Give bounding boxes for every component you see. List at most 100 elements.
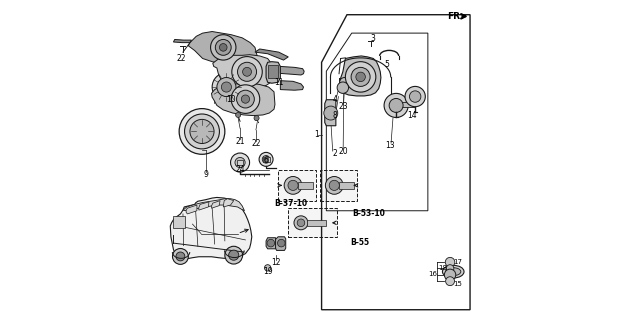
Polygon shape — [266, 238, 276, 249]
Bar — [173, 215, 186, 228]
Polygon shape — [183, 199, 244, 211]
Polygon shape — [170, 197, 252, 259]
Bar — [264, 158, 268, 161]
Bar — [263, 157, 270, 162]
Bar — [307, 220, 326, 226]
Circle shape — [230, 153, 250, 172]
Circle shape — [410, 91, 421, 102]
Circle shape — [241, 95, 250, 103]
Text: 3: 3 — [371, 34, 376, 43]
Circle shape — [235, 157, 245, 168]
Text: 22: 22 — [251, 139, 260, 148]
Bar — [402, 102, 415, 107]
Circle shape — [217, 77, 236, 97]
Circle shape — [228, 250, 239, 260]
Polygon shape — [188, 32, 258, 67]
Circle shape — [278, 239, 285, 247]
Circle shape — [288, 180, 298, 190]
Text: 19: 19 — [263, 267, 273, 276]
Text: 9: 9 — [204, 170, 208, 179]
Text: 12: 12 — [271, 258, 280, 267]
Circle shape — [220, 44, 227, 51]
Circle shape — [176, 252, 185, 261]
Text: 17: 17 — [454, 259, 463, 265]
Polygon shape — [173, 39, 191, 43]
Circle shape — [294, 216, 308, 230]
Circle shape — [190, 119, 214, 143]
Circle shape — [297, 219, 305, 227]
Text: 5: 5 — [384, 60, 389, 69]
Circle shape — [324, 106, 338, 120]
Circle shape — [445, 257, 455, 267]
Circle shape — [259, 152, 273, 166]
Text: 2: 2 — [333, 149, 338, 158]
Bar — [298, 182, 313, 188]
Bar — [339, 182, 355, 188]
Bar — [278, 171, 316, 201]
Circle shape — [184, 114, 220, 149]
Circle shape — [356, 72, 365, 82]
Text: 8: 8 — [332, 111, 337, 120]
Circle shape — [337, 82, 349, 93]
Text: 22: 22 — [176, 54, 186, 63]
Text: B-55: B-55 — [350, 238, 369, 247]
Text: 21: 21 — [236, 137, 245, 146]
Circle shape — [254, 116, 259, 121]
Circle shape — [243, 68, 252, 76]
Circle shape — [236, 112, 241, 117]
Circle shape — [389, 99, 403, 112]
Circle shape — [237, 90, 254, 108]
Circle shape — [351, 68, 370, 86]
Text: 14: 14 — [407, 111, 417, 120]
Text: 4: 4 — [333, 95, 338, 104]
Text: 13: 13 — [385, 141, 395, 150]
Circle shape — [445, 277, 454, 286]
Circle shape — [237, 62, 257, 81]
Circle shape — [384, 93, 408, 117]
Circle shape — [225, 246, 243, 264]
Bar — [237, 160, 243, 165]
Text: 1: 1 — [314, 130, 319, 139]
Circle shape — [221, 82, 232, 92]
Polygon shape — [211, 201, 220, 208]
Text: 18: 18 — [438, 266, 447, 271]
Circle shape — [215, 39, 231, 55]
Polygon shape — [212, 55, 273, 88]
Bar — [268, 66, 278, 78]
Text: FR.: FR. — [447, 12, 464, 21]
Circle shape — [179, 108, 225, 154]
Polygon shape — [280, 67, 304, 75]
Polygon shape — [266, 62, 280, 83]
Ellipse shape — [442, 265, 464, 278]
Bar — [320, 171, 357, 201]
Circle shape — [325, 177, 343, 194]
Circle shape — [231, 85, 260, 113]
Circle shape — [267, 239, 275, 247]
Polygon shape — [340, 56, 381, 96]
Ellipse shape — [445, 268, 461, 276]
Circle shape — [346, 62, 376, 92]
Text: 24: 24 — [236, 165, 245, 174]
Polygon shape — [324, 100, 336, 126]
Polygon shape — [211, 83, 275, 116]
Polygon shape — [199, 202, 209, 210]
Text: 23: 23 — [339, 102, 348, 111]
Text: 11: 11 — [274, 78, 284, 87]
Circle shape — [444, 269, 456, 281]
Circle shape — [329, 180, 339, 190]
Polygon shape — [280, 81, 303, 90]
Text: 6: 6 — [264, 156, 269, 164]
Circle shape — [340, 77, 349, 87]
Text: B-53-10: B-53-10 — [353, 209, 386, 218]
Circle shape — [446, 265, 454, 272]
Text: B-37-10: B-37-10 — [275, 199, 307, 208]
Circle shape — [211, 35, 236, 60]
Polygon shape — [223, 199, 234, 207]
Text: 10: 10 — [226, 95, 236, 104]
Polygon shape — [255, 49, 288, 60]
Circle shape — [232, 57, 262, 87]
Circle shape — [262, 156, 270, 163]
Bar — [287, 208, 337, 237]
Circle shape — [405, 86, 426, 107]
Polygon shape — [276, 237, 285, 251]
